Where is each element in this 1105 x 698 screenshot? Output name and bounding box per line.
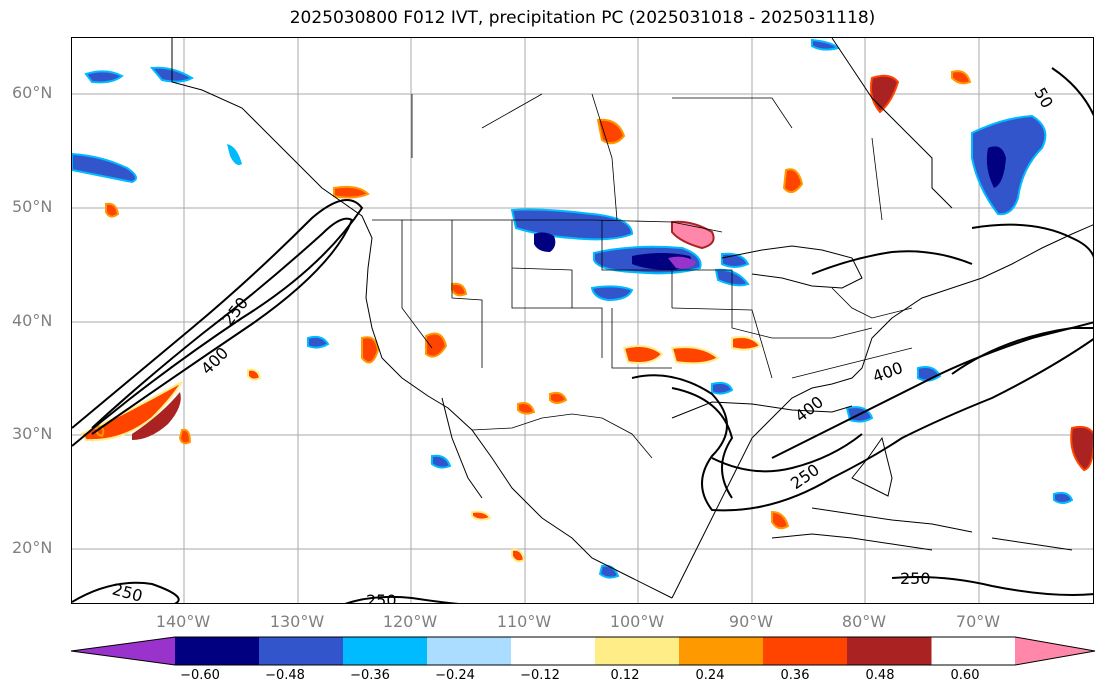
map-canvas: 250 400 400 400 250 250 250 250 50 [72,38,1093,604]
lon-label: 130°W [269,612,325,631]
colorbar-tick: 0.36 [780,668,810,683]
lon-label: 90°W [728,612,774,631]
coastlines [171,38,1093,599]
lat-label: 50°N [12,197,53,216]
lon-label: 120°W [382,612,438,631]
contour-label: 400 [791,392,827,426]
colorbar-tick: −0.36 [350,668,390,683]
colorbar-cell [427,637,512,665]
contour-label: 250 [787,460,823,493]
colorbar-svg [70,636,1096,666]
colorbar-tick: 0.24 [695,668,725,683]
colorbar-cell [259,637,344,665]
colorbar-cell [343,637,428,665]
lon-label: 70°W [955,612,1001,631]
contour-label: 250 [900,569,931,588]
political-borders [372,93,913,459]
colorbar-cell [847,637,932,665]
contour-label: 400 [870,358,905,386]
colorbar-cell [763,637,848,665]
figure-title: 2025030800 F012 IVT, precipitation PC (2… [289,8,876,28]
lon-label: 110°W [496,612,552,631]
lon-label: 80°W [841,612,887,631]
colorbar-tick: 0.12 [610,668,640,683]
contour-label: 250 [366,591,397,604]
contour-label: 50 [1030,84,1057,111]
colorbar-tick: −0.48 [265,668,305,683]
colorbar-tick: 0.60 [950,668,980,683]
positive-anomaly-patches [80,70,1093,563]
colorbar-cell [1015,637,1095,665]
colorbar-tick: −0.60 [180,668,220,683]
negative-anomaly-patches [72,38,1074,579]
lat-label: 20°N [12,538,53,557]
lat-label: 30°N [12,424,53,443]
contour-label: 400 [197,343,232,378]
colorbar-cell [71,637,175,665]
ivt-contours [72,67,1093,603]
colorbar-cell [511,637,596,665]
lon-label: 140°W [155,612,211,631]
lat-label: 60°N [12,83,53,102]
colorbar-tick: −0.24 [435,668,475,683]
colorbar-tick: −0.12 [520,668,560,683]
colorbar-cell [595,637,680,665]
colorbar-cell [175,637,260,665]
colorbar-tick: 0.48 [865,668,895,683]
contour-label-group: 250 400 400 400 250 250 250 250 50 [110,84,1057,604]
colorbar [70,636,1096,670]
contour-label: 250 [110,579,144,604]
lat-label: 40°N [12,311,53,330]
map-panel: 250 400 400 400 250 250 250 250 50 [71,37,1094,604]
lon-label: 100°W [609,612,665,631]
colorbar-cell [679,637,764,665]
